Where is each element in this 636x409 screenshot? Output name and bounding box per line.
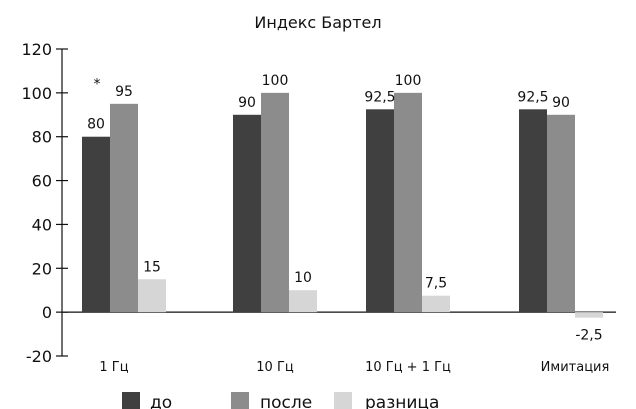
y-tick-label: 20 (32, 259, 52, 278)
x-category-label: 10 Гц + 1 Гц (365, 360, 451, 375)
bar-do (233, 114, 261, 313)
data-label: 90 (552, 95, 570, 111)
data-label: 15 (143, 259, 161, 275)
x-category-label: 1 Гц (99, 360, 128, 375)
y-tick-label: 40 (32, 215, 52, 234)
data-label: -2,5 (575, 328, 602, 344)
y-tick-label: 0 (42, 303, 52, 322)
legend-label: до (150, 393, 172, 409)
chart-legend: до после разница (122, 392, 439, 409)
data-label: 100 (262, 73, 289, 89)
data-label: 7,5 (425, 276, 447, 292)
y-tick-label: 60 (32, 172, 52, 191)
bar-posle (394, 92, 422, 313)
significance-asterisk: * (94, 77, 101, 93)
data-label: 92,5 (517, 89, 548, 105)
legend-label: после (260, 393, 312, 409)
y-tick-label: -20 (26, 347, 52, 366)
legend-swatch (334, 392, 352, 409)
legend-label: разница (365, 393, 439, 409)
data-label: 10 (294, 270, 312, 286)
x-category-label: 10 Гц (256, 360, 294, 375)
x-category-label: Имитация (541, 360, 610, 375)
bar-do (82, 136, 110, 313)
data-label: 100 (395, 73, 422, 89)
chart-bars (82, 92, 603, 318)
chart-title: Индекс Бартел (254, 13, 381, 32)
bar-raznitsa (575, 312, 603, 318)
bar-do (366, 109, 394, 313)
bar-raznitsa (422, 295, 450, 313)
data-label: 95 (115, 84, 133, 100)
legend-swatch (231, 392, 249, 409)
data-label: 90 (238, 95, 256, 111)
bar-raznitsa (138, 279, 166, 313)
bar-do (519, 109, 547, 313)
legend-swatch (122, 392, 140, 409)
y-tick-label: 120 (21, 40, 52, 59)
bar-posle (110, 103, 138, 313)
y-tick-label: 80 (32, 128, 52, 147)
data-label: 92,5 (364, 89, 395, 105)
bar-raznitsa (289, 290, 317, 313)
bar-posle (261, 92, 289, 313)
y-tick-label: 100 (21, 84, 52, 103)
bar-posle (547, 114, 575, 313)
data-label: 80 (87, 117, 105, 133)
